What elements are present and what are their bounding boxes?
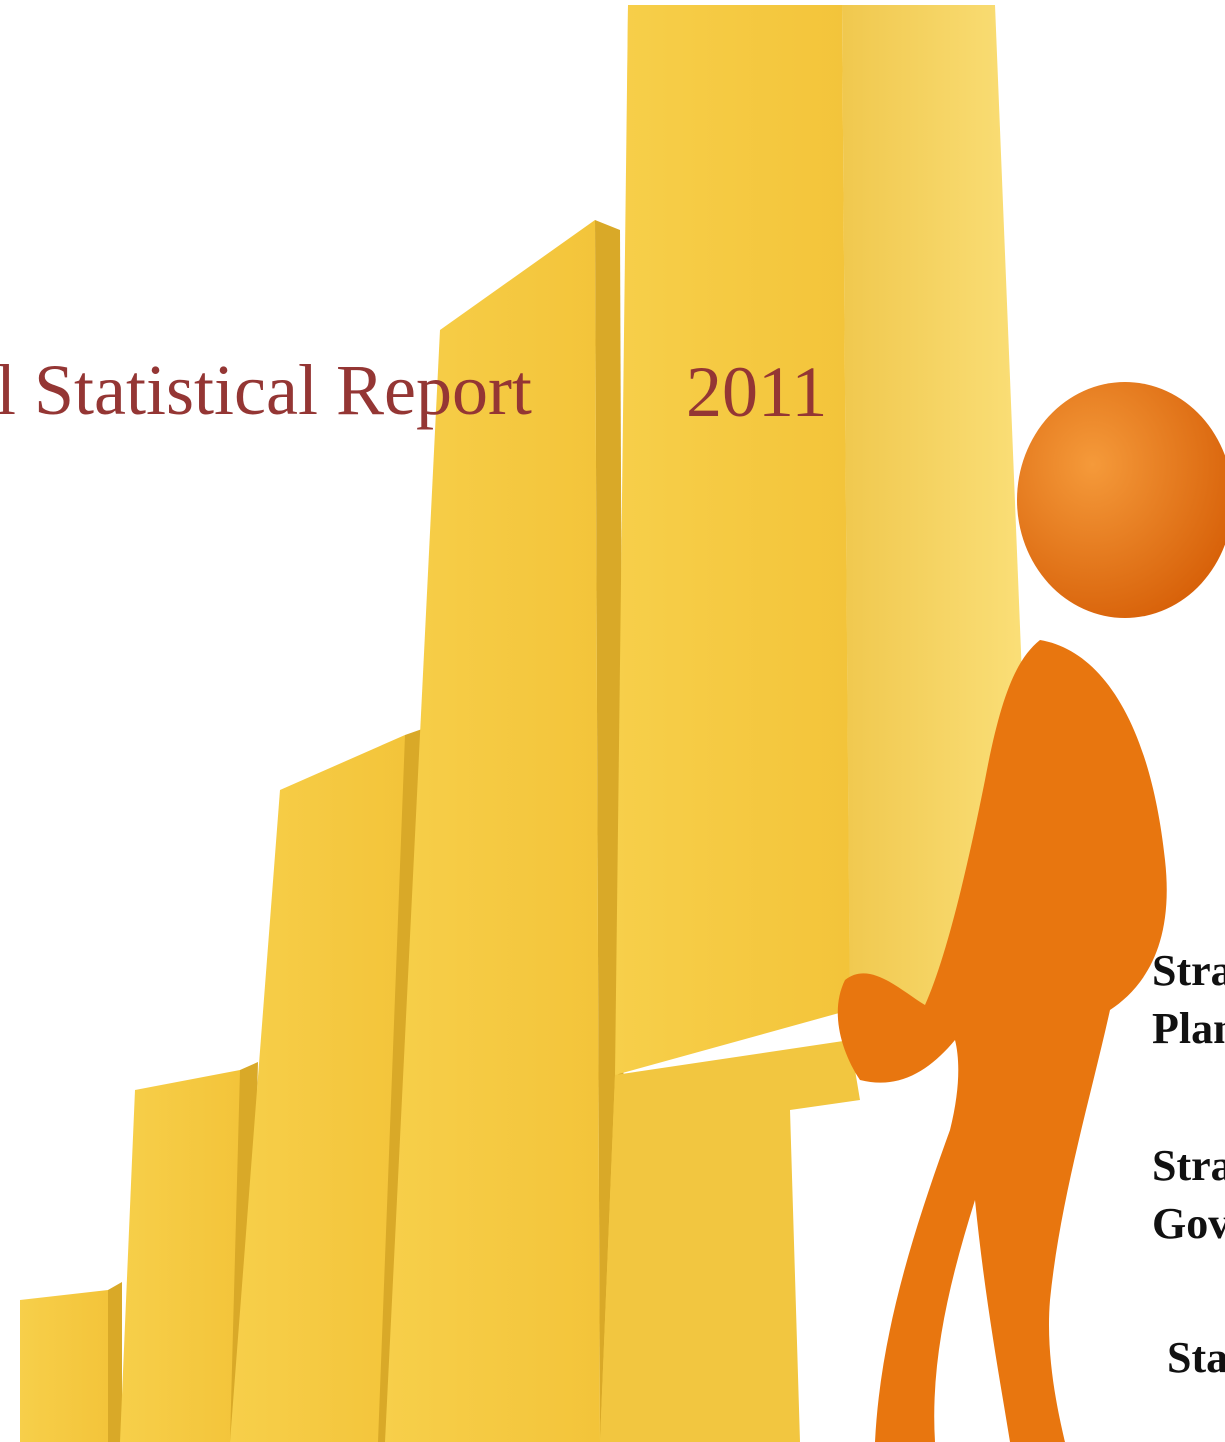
title: l Statistical Report: [0, 350, 532, 430]
head: [1017, 382, 1225, 618]
side-line: Stra: [1152, 946, 1225, 995]
bar-shape: [230, 1062, 258, 1442]
side-line: Gov: [1152, 1199, 1225, 1248]
bar-illustration: [20, 5, 1035, 1442]
body: [837, 640, 1167, 1442]
side-text: Stra Plan Stra Gov Sta: [1152, 946, 1225, 1382]
side-line: Stra: [1152, 1141, 1225, 1190]
side-line: Sta: [1167, 1333, 1225, 1382]
bar-shape: [615, 5, 850, 1075]
bar-shape: [120, 1070, 240, 1442]
bar-shape: [600, 1040, 860, 1442]
side-line: Plan: [1152, 1004, 1225, 1053]
bar-shape: [230, 735, 405, 1442]
year: 2011: [686, 352, 827, 432]
bar-shape: [108, 1282, 122, 1442]
bar-shape: [385, 220, 600, 1442]
figure: [837, 382, 1225, 1442]
bar-shape: [20, 1290, 108, 1442]
